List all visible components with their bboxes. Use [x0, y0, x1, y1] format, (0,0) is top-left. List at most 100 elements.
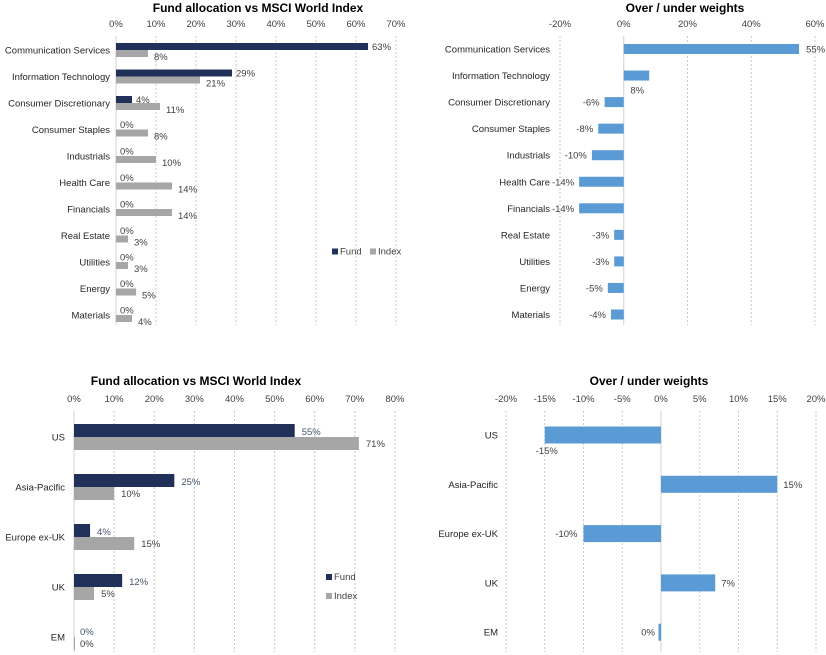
category-label: UK [52, 583, 66, 594]
over-under-bar [658, 623, 661, 641]
fund-bar [74, 574, 123, 587]
over-under-data-label: 8% [630, 86, 644, 97]
x-tick-label: 30% [226, 19, 246, 30]
index-data-label: 14% [178, 185, 198, 196]
fund-data-label: 29% [236, 69, 256, 80]
category-label: Communication Services [5, 46, 110, 57]
index-data-label: 15% [141, 539, 161, 550]
index-bar [116, 50, 148, 57]
index-data-label: 21% [206, 79, 226, 90]
category-label: Consumer Discretionary [8, 99, 110, 110]
index-bar [116, 103, 160, 110]
index-data-label: 5% [101, 589, 115, 600]
x-tick-label: 10% [146, 19, 166, 30]
over-under-bar [661, 574, 716, 592]
over-under-data-label: -3% [592, 257, 609, 268]
category-label: Consumer Staples [32, 125, 110, 136]
fund-bar [116, 69, 232, 77]
over-under-bar [611, 309, 624, 320]
fund-data-label: 4% [136, 95, 150, 106]
over-under-bar [591, 150, 624, 161]
over-under-data-label: -10% [565, 151, 588, 162]
index-data-label: 11% [166, 105, 185, 116]
over-under-data-label: 15% [783, 480, 803, 491]
x-tick-label: 20% [806, 394, 826, 405]
index-bar [116, 76, 200, 84]
category-label: Real Estate [61, 231, 110, 242]
x-tick-label: 80% [385, 394, 405, 405]
category-label: US [52, 433, 65, 444]
over-under-data-label: -10% [555, 529, 578, 540]
x-tick-label: 15% [768, 394, 788, 405]
over-under-data-label: 0% [641, 628, 655, 639]
x-tick-label: 0% [654, 394, 668, 405]
index-bar [74, 437, 359, 450]
x-tick-label: -20% [549, 19, 572, 30]
category-label: Utilities [79, 258, 110, 269]
x-tick-label: 50% [306, 19, 326, 30]
over-under-data-label: -8% [576, 124, 593, 135]
category-label: Energy [520, 283, 550, 294]
over-under-data-label: -5% [586, 283, 603, 294]
over-under-bar [614, 229, 624, 240]
over-under-bar [579, 203, 624, 214]
index-bar [116, 182, 172, 190]
index-data-label: 71% [366, 439, 386, 450]
index-bar [74, 637, 75, 650]
legend-swatch-index [370, 248, 376, 255]
index-data-label: 8% [154, 52, 168, 63]
category-label: Financials [67, 205, 110, 216]
x-tick-label: 70% [386, 19, 406, 30]
category-label: Asia-Pacific [15, 483, 65, 494]
over-under-bar [607, 282, 624, 293]
index-bar [74, 537, 135, 550]
legend-label-fund: Fund [340, 247, 362, 258]
x-tick-label: 60% [805, 19, 825, 30]
over-under-data-label: -14% [552, 177, 575, 188]
over-under-data-label: -4% [589, 310, 606, 321]
fund-bar [74, 424, 295, 437]
category-label: Energy [80, 284, 110, 295]
fund-data-label: 0% [120, 173, 134, 184]
index-bar [74, 587, 95, 600]
category-label: US [485, 431, 498, 442]
x-tick-label: 20% [186, 19, 206, 30]
category-label: Europe ex-UK [5, 533, 65, 544]
legend-swatch-fund [332, 248, 338, 255]
over-under-bar [583, 525, 661, 543]
x-tick-label: 40% [225, 394, 245, 405]
index-data-label: 4% [138, 317, 152, 328]
x-tick-label: 40% [266, 19, 286, 30]
x-tick-label: 40% [742, 19, 762, 30]
fund-data-label: 55% [302, 427, 322, 438]
over-under-data-label: -6% [583, 98, 600, 109]
over-under-data-label: -14% [552, 204, 575, 215]
fund-data-label: 4% [97, 527, 111, 538]
index-data-label: 0% [80, 639, 94, 650]
legend-swatch-fund [326, 574, 332, 580]
category-label: Industrials [507, 151, 551, 162]
fund-data-label: 0% [120, 253, 134, 264]
chart-title: Over / under weights [626, 1, 745, 15]
over-under-data-label: 7% [721, 578, 735, 589]
index-data-label: 5% [142, 291, 156, 302]
over-under-data-label: 55% [806, 45, 826, 56]
fund-data-label: 25% [181, 477, 201, 488]
category-label: Health Care [59, 178, 110, 189]
fund-bar [74, 474, 175, 487]
over-under-data-label: -3% [592, 230, 609, 241]
index-bar [116, 156, 156, 163]
category-label: Real Estate [501, 230, 550, 241]
x-tick-label: 30% [185, 394, 205, 405]
category-label: Industrials [67, 152, 111, 163]
x-tick-label: 60% [346, 19, 366, 30]
x-tick-label: -10% [572, 394, 595, 405]
fund-data-label: 0% [120, 120, 134, 131]
index-bar [116, 288, 136, 296]
fund-data-label: 0% [120, 306, 134, 317]
category-label: UK [485, 578, 499, 589]
over-under-bar [598, 123, 624, 134]
fund-data-label: 63% [372, 42, 392, 53]
over-under-data-label: -15% [536, 446, 559, 457]
fund-data-label: 0% [120, 279, 134, 290]
